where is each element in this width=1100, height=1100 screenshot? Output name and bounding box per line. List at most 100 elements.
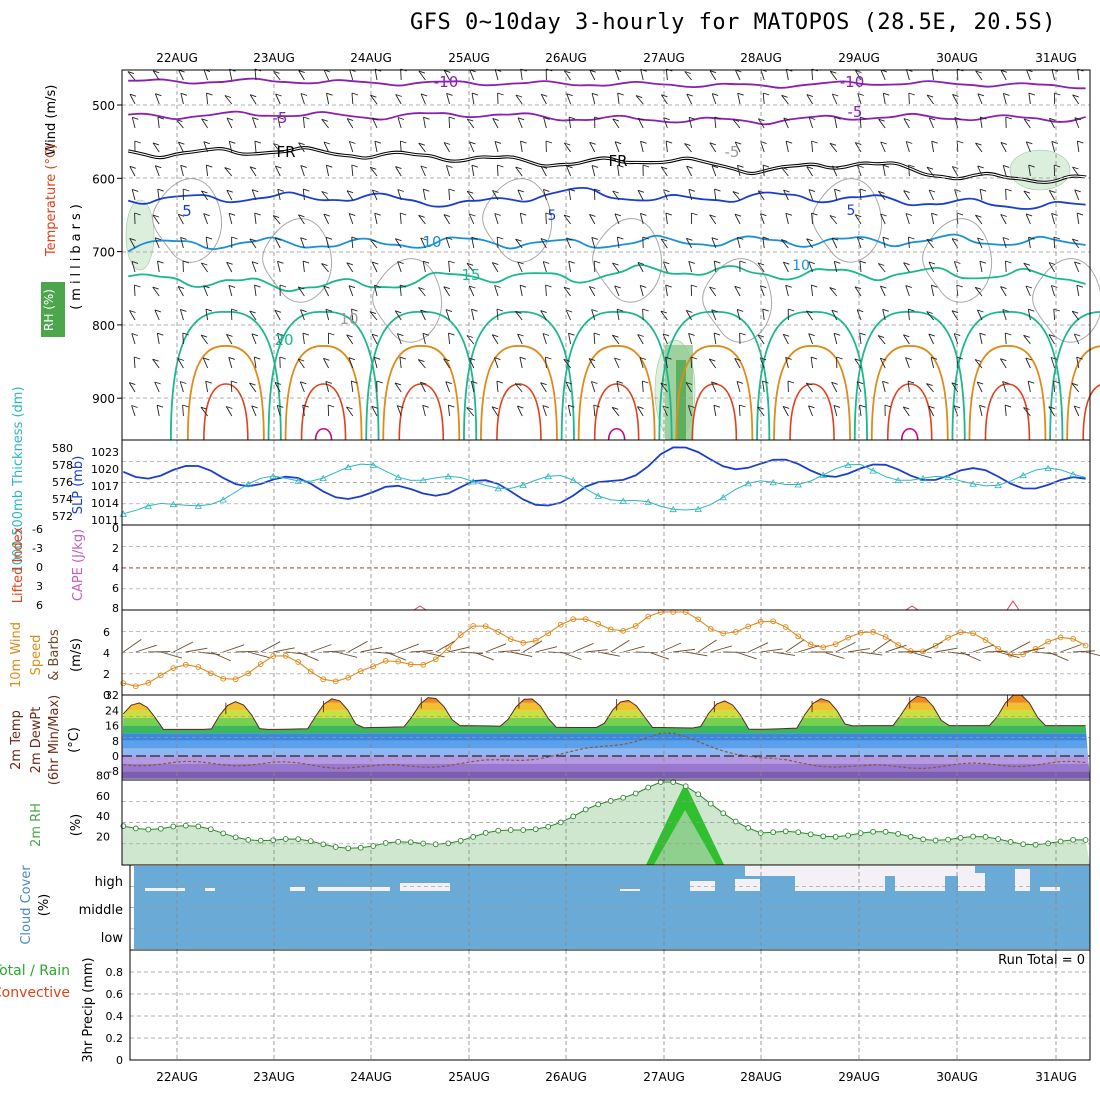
wind-barb-flag bbox=[370, 94, 377, 98]
wind-barb-flag bbox=[737, 308, 744, 312]
wind-barb bbox=[249, 238, 257, 249]
wind-barb bbox=[734, 213, 741, 225]
wind-barb-flag bbox=[859, 404, 866, 408]
wind-barb bbox=[129, 310, 136, 321]
wind-barb bbox=[975, 70, 983, 81]
wind-speed-marker bbox=[745, 623, 752, 630]
wind-barb bbox=[545, 284, 547, 297]
wind-barb-flag bbox=[129, 165, 136, 169]
thickness-tick-label: 572 bbox=[52, 510, 73, 523]
wind-barb bbox=[781, 167, 789, 177]
surface-wind-barb bbox=[160, 651, 183, 659]
wind-barb-flag bbox=[929, 117, 936, 121]
wind-barb-flag bbox=[568, 404, 575, 408]
wind-barb-flag bbox=[660, 382, 667, 386]
wind-barb bbox=[346, 262, 354, 273]
wind-barb bbox=[323, 69, 330, 81]
wind-barb bbox=[325, 237, 330, 249]
wind-barb-flag bbox=[930, 356, 938, 360]
wind-speed-marker bbox=[1057, 634, 1064, 641]
wind-10m-axis-label: 10m Wind bbox=[9, 622, 24, 688]
wind-barb-flag bbox=[224, 167, 231, 171]
wind-barb-flag bbox=[399, 356, 407, 360]
wind-barb bbox=[905, 213, 910, 225]
wind-speed-marker bbox=[1082, 642, 1089, 649]
wind-barb bbox=[418, 215, 426, 225]
wind-barb-flag bbox=[540, 238, 548, 241]
wind-barb bbox=[568, 117, 572, 129]
wind-speed-marker bbox=[182, 661, 189, 668]
wind-barb-flag bbox=[129, 237, 136, 241]
rh-marker bbox=[1045, 840, 1051, 847]
wind-speed-marker bbox=[532, 637, 539, 644]
wind-barb bbox=[154, 381, 160, 393]
wind-barb-flag bbox=[566, 165, 573, 169]
thickness-marker bbox=[319, 474, 327, 481]
wind-barb bbox=[203, 141, 209, 153]
wind-barb-flag bbox=[1002, 237, 1010, 240]
rh-marker bbox=[982, 834, 989, 840]
wind-barb-flag bbox=[1053, 236, 1061, 240]
rh-marker bbox=[607, 798, 614, 804]
wind-barb-flag bbox=[302, 404, 309, 408]
wind-barb-flag bbox=[591, 381, 598, 384]
li-tick-label: 3 bbox=[36, 580, 43, 593]
wind-barb-flag bbox=[418, 214, 425, 218]
wind-barb bbox=[563, 286, 571, 297]
wind-speed-marker bbox=[320, 676, 327, 683]
wind-barb-flag bbox=[908, 308, 915, 312]
wind-barb bbox=[154, 93, 160, 105]
wind-barb-flag bbox=[515, 383, 522, 386]
wind-barb bbox=[762, 309, 765, 321]
wind-barb-flag bbox=[1025, 285, 1033, 289]
wind-barb bbox=[1048, 334, 1055, 345]
wind-barb-flag bbox=[762, 380, 769, 384]
wind-barb-flag bbox=[975, 214, 982, 218]
wind-barb bbox=[249, 310, 257, 321]
wind-barb-flag bbox=[591, 92, 599, 96]
wind-speed-marker bbox=[970, 630, 976, 637]
rh-marker bbox=[457, 837, 464, 844]
wind-barb-flag bbox=[545, 284, 552, 288]
wind-barb-flag bbox=[568, 260, 575, 264]
wind-barb bbox=[274, 237, 281, 249]
wind-barb bbox=[517, 333, 523, 345]
isotherm-35-loop bbox=[607, 427, 626, 441]
rh-marker bbox=[432, 841, 439, 848]
wind-barb-flag bbox=[614, 141, 622, 145]
temp-color-band bbox=[122, 756, 1090, 764]
wind-barb bbox=[445, 165, 451, 177]
wind-barb bbox=[154, 309, 160, 321]
wind-barb bbox=[420, 237, 426, 249]
surface-wind-barb bbox=[185, 647, 208, 653]
rh-marker bbox=[582, 806, 589, 813]
temp-color-band bbox=[122, 733, 1090, 741]
rh-contour bbox=[1032, 258, 1100, 343]
wind-barb bbox=[637, 262, 644, 273]
precip-convective-label: Convective bbox=[0, 985, 70, 1001]
wind-barb bbox=[977, 93, 983, 105]
wind-barb bbox=[829, 287, 838, 297]
wind-barb bbox=[152, 142, 160, 153]
slp-axis-label: SLP (mb) bbox=[71, 456, 86, 515]
rh-shading bbox=[125, 199, 155, 271]
wind-barb bbox=[515, 311, 523, 321]
wind-barb-flag bbox=[665, 212, 673, 216]
wind-barb bbox=[810, 357, 814, 369]
wind-barb bbox=[811, 140, 814, 153]
wind-barb-flag bbox=[979, 188, 987, 192]
top-day-label: 23AUG bbox=[253, 51, 295, 65]
wind-barb-flag bbox=[566, 93, 573, 97]
surface-wind-barb bbox=[235, 650, 258, 653]
wind-barb-flag bbox=[831, 309, 838, 313]
wind-barb-flag bbox=[397, 405, 404, 409]
wind-barb bbox=[568, 189, 572, 201]
wind-barb-flag bbox=[785, 356, 792, 360]
wind-speed-marker bbox=[1045, 638, 1051, 645]
thickness-marker bbox=[269, 472, 277, 479]
thickness-marker bbox=[869, 467, 877, 474]
wind-barb-flag bbox=[492, 190, 499, 193]
surface-wind-barb bbox=[360, 646, 383, 653]
surface-wind-barb bbox=[610, 639, 630, 653]
wind-barb-flag bbox=[182, 404, 189, 408]
